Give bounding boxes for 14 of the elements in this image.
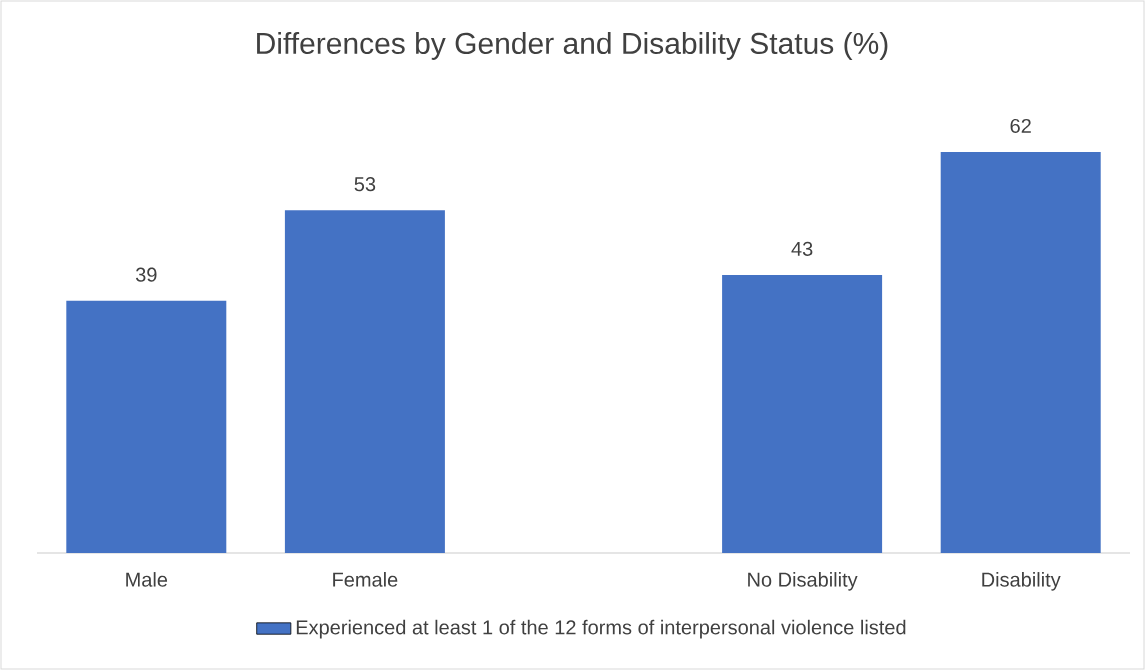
data-label: 62 [1010,118,1031,134]
legend-label: Experienced at least 1 of the 12 forms of interpersonal violence listed [296,619,906,639]
data-label: 53 [354,177,376,192]
x-tick-label: No Disability [748,572,858,591]
x-tick-label: Disability [982,572,1061,591]
chart-title: Differences by Gender and Disability Status (%) [257,32,888,60]
bar [66,300,227,553]
x-tick-label: Female [333,572,398,587]
data-label: 43 [791,241,813,256]
bar [940,152,1101,553]
bar [722,274,883,553]
bar [284,210,445,553]
x-tick-label: Male [126,572,168,587]
data-label: 39 [135,267,157,282]
